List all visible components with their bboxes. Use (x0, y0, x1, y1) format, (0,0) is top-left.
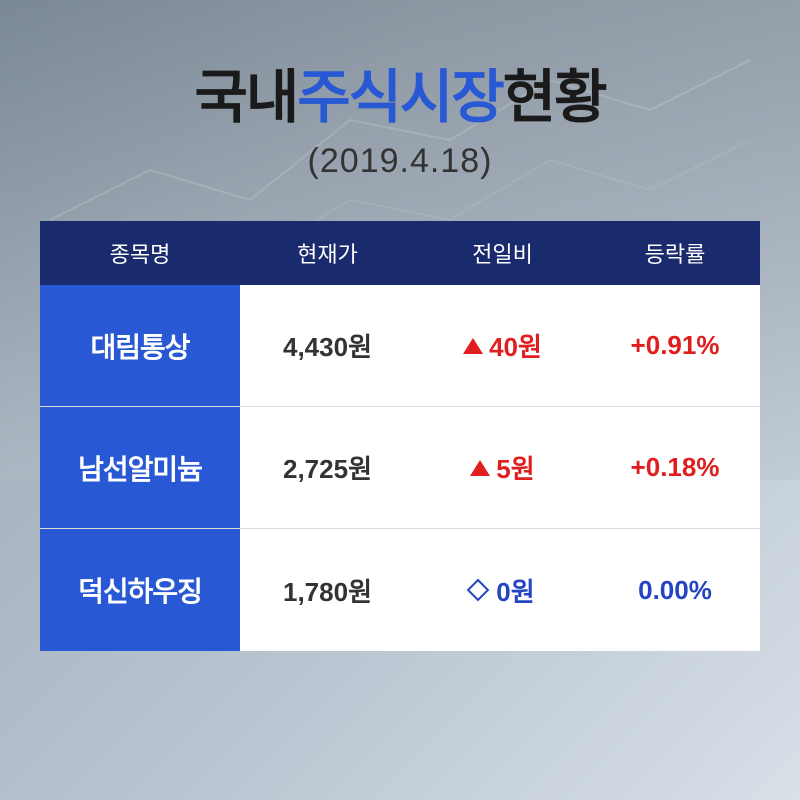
change-value: 5원 (496, 449, 534, 486)
diamond-icon (467, 579, 490, 602)
triangle-up-icon (470, 460, 490, 476)
header-name: 종목명 (40, 237, 240, 269)
header-rate: 등락률 (590, 237, 760, 269)
page-subtitle-date: (2019.4.18) (0, 142, 800, 181)
stock-price: 2,725원 (240, 407, 415, 528)
stock-rate: +0.91% (590, 285, 760, 406)
title-part1: 국내 (195, 65, 298, 130)
stock-price: 1,780원 (240, 529, 415, 651)
stock-name: 남선알미늄 (40, 407, 240, 528)
stock-price: 4,430원 (240, 285, 415, 406)
title-part2-highlight: 주식시장 (297, 65, 502, 130)
stock-rate: 0.00% (590, 529, 760, 651)
table-row: 남선알미늄 2,725원 5원 +0.18% (40, 407, 760, 529)
title-part3: 현황 (503, 65, 606, 130)
header-change: 전일비 (415, 237, 590, 269)
stock-name: 대림통상 (40, 285, 240, 406)
stock-name: 덕신하우징 (40, 529, 240, 651)
table-row: 대림통상 4,430원 40원 +0.91% (40, 285, 760, 407)
stock-change: 40원 (415, 285, 590, 406)
table-header-row: 종목명 현재가 전일비 등락률 (40, 221, 760, 285)
header-price: 현재가 (240, 237, 415, 269)
change-value: 40원 (489, 327, 542, 364)
stock-change: 5원 (415, 407, 590, 528)
main-container: 국내주식시장현황 (2019.4.18) 종목명 현재가 전일비 등락률 대림통… (0, 0, 800, 800)
stock-rate: +0.18% (590, 407, 760, 528)
page-title: 국내주식시장현황 (0, 50, 800, 134)
triangle-up-icon (463, 338, 483, 354)
stock-table: 종목명 현재가 전일비 등락률 대림통상 4,430원 40원 +0.91% 남… (40, 221, 760, 651)
change-value: 0원 (496, 572, 534, 609)
table-row: 덕신하우징 1,780원 0원 0.00% (40, 529, 760, 651)
stock-change: 0원 (415, 529, 590, 651)
title-block: 국내주식시장현황 (2019.4.18) (0, 50, 800, 181)
